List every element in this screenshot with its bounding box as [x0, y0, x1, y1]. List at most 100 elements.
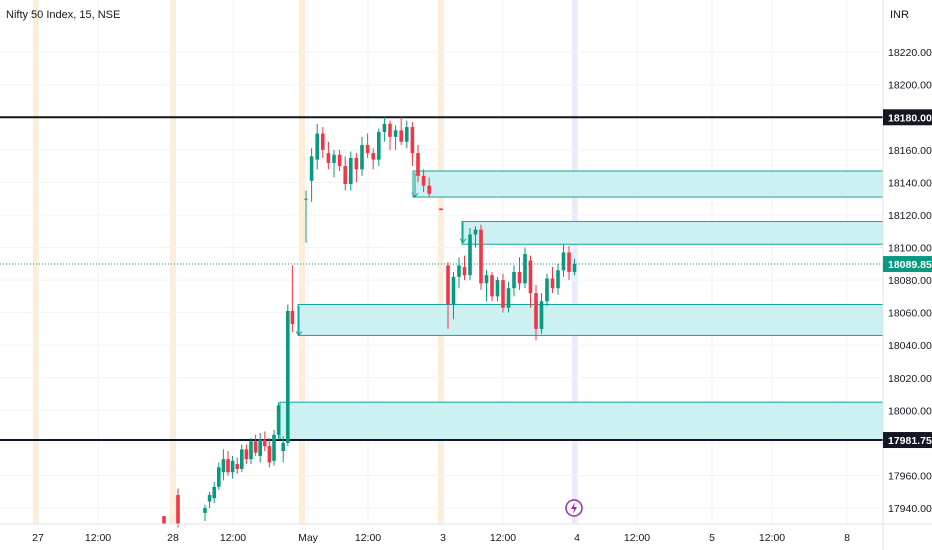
candle-body [416, 153, 420, 176]
candle-body [203, 508, 207, 513]
candle-body [315, 133, 319, 160]
candle-body [539, 301, 544, 329]
candle [446, 262, 450, 329]
candle [451, 271, 456, 320]
candle-body [321, 133, 325, 150]
candle-body [326, 153, 331, 163]
level-badge: 17981.75 [888, 435, 932, 447]
x-tick-label: 27 [32, 532, 44, 544]
candle-body [176, 494, 180, 525]
candle [501, 273, 505, 313]
candle-body [382, 123, 387, 132]
candle [539, 293, 544, 334]
candle-body [556, 270, 560, 289]
candle-body [365, 144, 370, 154]
candle-body [501, 280, 505, 308]
candle [484, 270, 489, 302]
candle [240, 444, 244, 473]
candle [528, 255, 533, 308]
candle-body [332, 154, 336, 163]
candle-body [479, 229, 483, 284]
candle-body [377, 131, 381, 160]
candle [263, 431, 267, 452]
candle-body [457, 265, 461, 277]
candle [281, 436, 285, 463]
candle-body [349, 157, 353, 185]
candle-body [304, 198, 308, 200]
candle-body [473, 229, 478, 235]
x-tick-label: 12:00 [759, 532, 785, 544]
lightning-icon [565, 499, 583, 517]
session-band [299, 0, 305, 524]
zone-marker-arrow [459, 238, 467, 244]
candle [523, 247, 527, 289]
y-tick-label: 18120.00 [888, 210, 932, 222]
candle-body [263, 439, 267, 447]
candle-body [207, 494, 212, 502]
candle [506, 281, 511, 313]
candle-body [512, 271, 516, 289]
candle-body [226, 459, 230, 473]
zone-rectangle [297, 304, 884, 336]
candle [545, 273, 549, 307]
alert-bolt [571, 502, 577, 514]
candle-body [281, 442, 285, 452]
y-tick-label: 18100.00 [888, 243, 932, 255]
candle-body [561, 252, 566, 271]
candle-body [244, 449, 249, 460]
candle [267, 437, 272, 468]
candle-body [572, 263, 577, 272]
candle-body [286, 311, 290, 443]
candle [561, 244, 566, 277]
x-tick-label: 8 [844, 532, 850, 544]
candle-body [446, 265, 450, 305]
last-price-badge: 18089.85 [888, 259, 932, 271]
candle [253, 434, 258, 456]
candle [249, 437, 253, 465]
candle [399, 117, 403, 145]
candle-body [258, 439, 262, 456]
candle-body [343, 166, 347, 185]
x-tick-label: 4 [574, 532, 580, 544]
level-badge-bg [883, 432, 932, 449]
candle-body [276, 405, 281, 435]
candle-body [212, 486, 216, 499]
last-price-badge-bg [883, 256, 932, 273]
candle-body [410, 127, 415, 154]
y-tick-label: 18080.00 [888, 275, 932, 287]
zone-rectangle [461, 220, 884, 245]
candle [354, 153, 359, 183]
candle-body [427, 185, 431, 194]
candle [162, 516, 166, 525]
y-tick-label: 18000.00 [888, 405, 932, 417]
candle-body [484, 275, 489, 284]
candle [321, 127, 325, 158]
candle-body [567, 252, 571, 272]
candle [217, 462, 221, 491]
zone-marker-arrow [411, 192, 419, 198]
candle-body [405, 127, 409, 142]
candle [315, 123, 319, 170]
x-tick-label: 3 [440, 532, 446, 544]
candle [272, 429, 276, 466]
candle [382, 117, 387, 142]
candle-body [490, 275, 494, 297]
candle [221, 449, 226, 481]
candle [365, 133, 370, 158]
zone-rectangle [279, 401, 884, 441]
candle-body [221, 459, 226, 473]
candle [349, 151, 353, 191]
candle [290, 265, 295, 333]
session-band [33, 0, 39, 524]
candle [377, 128, 381, 167]
candle-body [240, 449, 244, 469]
y-tick-label: 18160.00 [888, 145, 932, 157]
candle [360, 136, 364, 176]
candle [534, 284, 538, 341]
x-tick-label: 28 [167, 532, 179, 544]
x-tick-label: 12:00 [355, 532, 381, 544]
candle [556, 263, 560, 295]
candle [405, 120, 409, 149]
candle [462, 255, 467, 281]
